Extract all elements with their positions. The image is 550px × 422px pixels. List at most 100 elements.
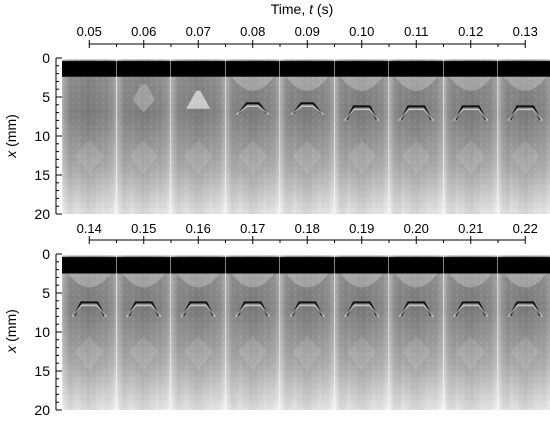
time-tick-label: 0.22 <box>513 221 538 236</box>
frame-ghost-shape <box>129 139 158 175</box>
frame-dark-band <box>389 61 443 77</box>
frame-upper-lobe <box>504 76 547 91</box>
frame-noise <box>280 255 334 410</box>
frame-noise <box>389 255 443 410</box>
frame-ghost-shape <box>347 139 376 175</box>
radiograph-frame <box>171 255 225 410</box>
y-axis-label-unit: (mm) <box>3 114 19 151</box>
frame-noise <box>498 59 550 215</box>
frame-noise <box>443 255 498 410</box>
y-tick-label: 15 <box>34 167 50 183</box>
radiograph-frame <box>498 59 550 215</box>
frame-dark-band <box>171 257 225 274</box>
radiograph-frame <box>498 255 550 410</box>
frame-upper-lobe <box>122 273 165 288</box>
y-tick-label: 15 <box>34 363 50 379</box>
frame-interface-glow <box>398 108 434 122</box>
time-tick-label: 0.13 <box>513 24 538 39</box>
frame-upper-lobe <box>395 273 438 288</box>
frame-upper-lobe <box>231 76 274 91</box>
frame-noise <box>116 59 171 215</box>
time-tick-label: 0.16 <box>186 221 211 236</box>
frame-interface-glow <box>290 105 324 115</box>
y-tick-label: 10 <box>34 324 50 340</box>
frame-dark-band <box>389 257 443 274</box>
time-tick-label: 0.09 <box>295 24 320 39</box>
radiograph-frame <box>171 59 225 215</box>
y-tick-label: 10 <box>34 128 50 144</box>
time-tick-label: 0.08 <box>240 24 265 39</box>
radiograph-frame <box>389 59 443 215</box>
frame-upper-lobe <box>177 273 220 288</box>
frame-dark-band <box>334 257 389 274</box>
frame-upper-lobe <box>340 273 383 288</box>
frame-dark-band <box>280 257 334 274</box>
frame-upper-lobe <box>286 76 329 91</box>
y-axis-label-var: x <box>3 150 19 159</box>
frame-bright-shape <box>186 90 211 109</box>
y-axis-label-unit: (mm) <box>3 309 19 346</box>
time-tick-label: 0.11 <box>404 24 428 39</box>
frame-interface-line <box>237 102 268 114</box>
frame-ghost-shape <box>238 335 267 371</box>
frame-noise <box>280 59 334 215</box>
frame-upper-lobe <box>449 273 492 288</box>
y-tick-label: 5 <box>42 89 50 105</box>
frame-noise <box>443 59 498 215</box>
frame-interface-line <box>292 102 323 114</box>
time-tick-label: 0.07 <box>186 24 211 39</box>
frame-dark-band <box>62 257 116 274</box>
top-axis-title: Time, t (s) <box>271 1 333 17</box>
radiograph-frame <box>443 59 498 215</box>
panel-top: 0.05 0.06 0.07 0.08 0.09 0.10 0.11 0.12 0.13 0 5 10… <box>3 24 550 222</box>
frame-interface-glow <box>453 304 489 318</box>
y-axis-label: x (mm) <box>3 114 19 159</box>
time-tick-label: 0.17 <box>240 221 265 236</box>
frame-dark-band <box>116 61 171 77</box>
frame-noise <box>389 59 443 215</box>
frame-noise <box>225 59 280 215</box>
frame-interface-glow <box>344 108 380 122</box>
time-tick-label: 0.21 <box>458 221 483 236</box>
frame-dark-band <box>334 61 389 77</box>
frame-interface-glow <box>180 304 216 318</box>
frame-ghost-shape <box>293 335 322 371</box>
radiograph-frame <box>334 59 389 215</box>
frame-dark-band <box>171 61 225 77</box>
frame-upper-lobe <box>395 76 438 91</box>
frame-interface-glow <box>289 304 325 318</box>
frame-ghost-shape <box>184 139 213 175</box>
y-tick-label: 20 <box>34 402 50 418</box>
time-tick-label: 0.12 <box>458 24 483 39</box>
frame-ghost-shape <box>238 139 267 175</box>
frame-dark-band <box>498 257 550 274</box>
frame-upper-lobe <box>68 273 111 288</box>
y-axis-label-var: x <box>3 345 19 354</box>
radiograph-frame <box>443 255 498 410</box>
frame-interface-glow <box>236 105 270 115</box>
frame-ghost-shape <box>129 335 158 371</box>
time-tick-label: 0.10 <box>349 24 374 39</box>
frame-upper-lobe <box>449 76 492 91</box>
radiograph-frame <box>225 59 280 215</box>
time-tick-label: 0.18 <box>295 221 320 236</box>
frame-noise <box>334 59 389 215</box>
radiograph-frame <box>116 59 171 215</box>
frame-noise <box>225 255 280 410</box>
radiograph-frame <box>225 255 280 410</box>
radiograph-frame <box>62 59 116 215</box>
frame-dark-band <box>443 61 498 77</box>
frame-faint-shape <box>132 84 155 113</box>
y-tick-label: 0 <box>42 50 50 66</box>
radiograph-frame <box>280 255 334 410</box>
frame-dark-band <box>225 61 280 77</box>
frame-interface-glow <box>398 304 434 318</box>
radiograph-frame <box>62 255 116 410</box>
frame-dark-band <box>443 257 498 274</box>
frame-interface-glow <box>507 304 543 318</box>
radiograph-frame <box>389 255 443 410</box>
time-tick-label: 0.20 <box>404 221 429 236</box>
radiograph-frame <box>280 59 334 215</box>
frame-ghost-shape <box>184 335 213 371</box>
